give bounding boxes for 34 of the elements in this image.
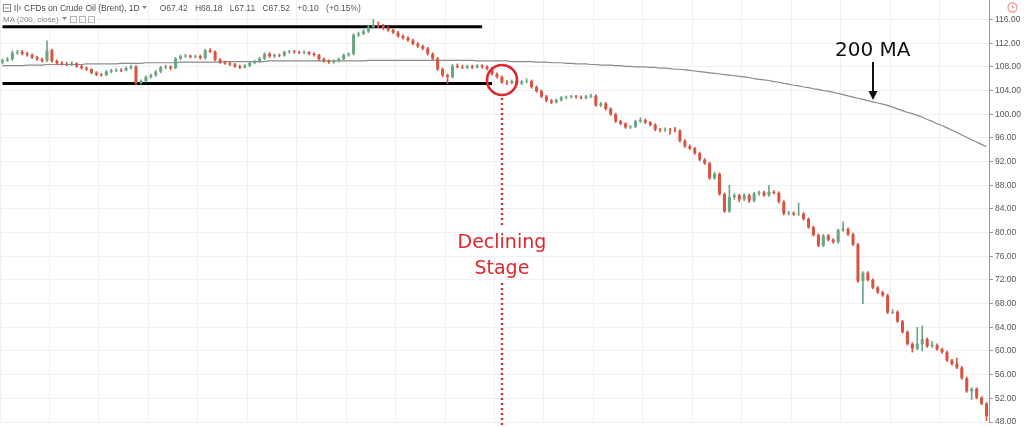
chart-subtitle: O67.42 H68.18 L67.11 C67.52 +0.10 (+0.15%)	[159, 2, 361, 13]
candlestick	[292, 49, 296, 54]
chart-title: CFDs on Crude Oil (Brent), 1D	[24, 2, 140, 13]
y-tick-label: 84.00	[995, 203, 1017, 214]
candlestick	[915, 326, 919, 351]
candlestick	[312, 52, 316, 57]
y-tick-label: 48.00	[995, 416, 1017, 427]
candlestick	[861, 271, 865, 304]
legend-label: MA (200, close)	[3, 14, 59, 24]
annotation: 200 MA	[835, 35, 911, 63]
candlestick	[569, 94, 573, 99]
y-tick-label: 100.00	[995, 108, 1022, 119]
y-tick-label: 64.00	[995, 321, 1017, 332]
y-tick-label: 80.00	[995, 226, 1017, 237]
y-tick-label: 68.00	[995, 297, 1017, 308]
y-tick-label: 88.00	[995, 179, 1017, 190]
y-tick-label: 76.00	[995, 250, 1017, 261]
y-tick-label: 72.00	[995, 274, 1017, 285]
y-tick-label: 52.00	[995, 392, 1017, 403]
y-tick-label: 104.00	[995, 84, 1022, 95]
y-tick-label: 112.00	[995, 37, 1021, 48]
candlestick	[505, 80, 509, 85]
candlestick	[574, 94, 578, 99]
y-tick-label: 92.00	[995, 155, 1017, 166]
annotation: Declining Stage	[456, 229, 548, 280]
candlestick	[287, 49, 291, 54]
candlestick	[376, 21, 380, 29]
y-tick-label: 60.00	[995, 345, 1017, 356]
y-tick-label: 108.00	[995, 61, 1022, 72]
candlestick	[920, 325, 924, 352]
y-tick-label: 56.00	[995, 368, 1017, 379]
candlestick	[15, 49, 19, 55]
y-tick-label: 116.00	[995, 13, 1021, 24]
y-tick-label: 96.00	[995, 132, 1017, 143]
